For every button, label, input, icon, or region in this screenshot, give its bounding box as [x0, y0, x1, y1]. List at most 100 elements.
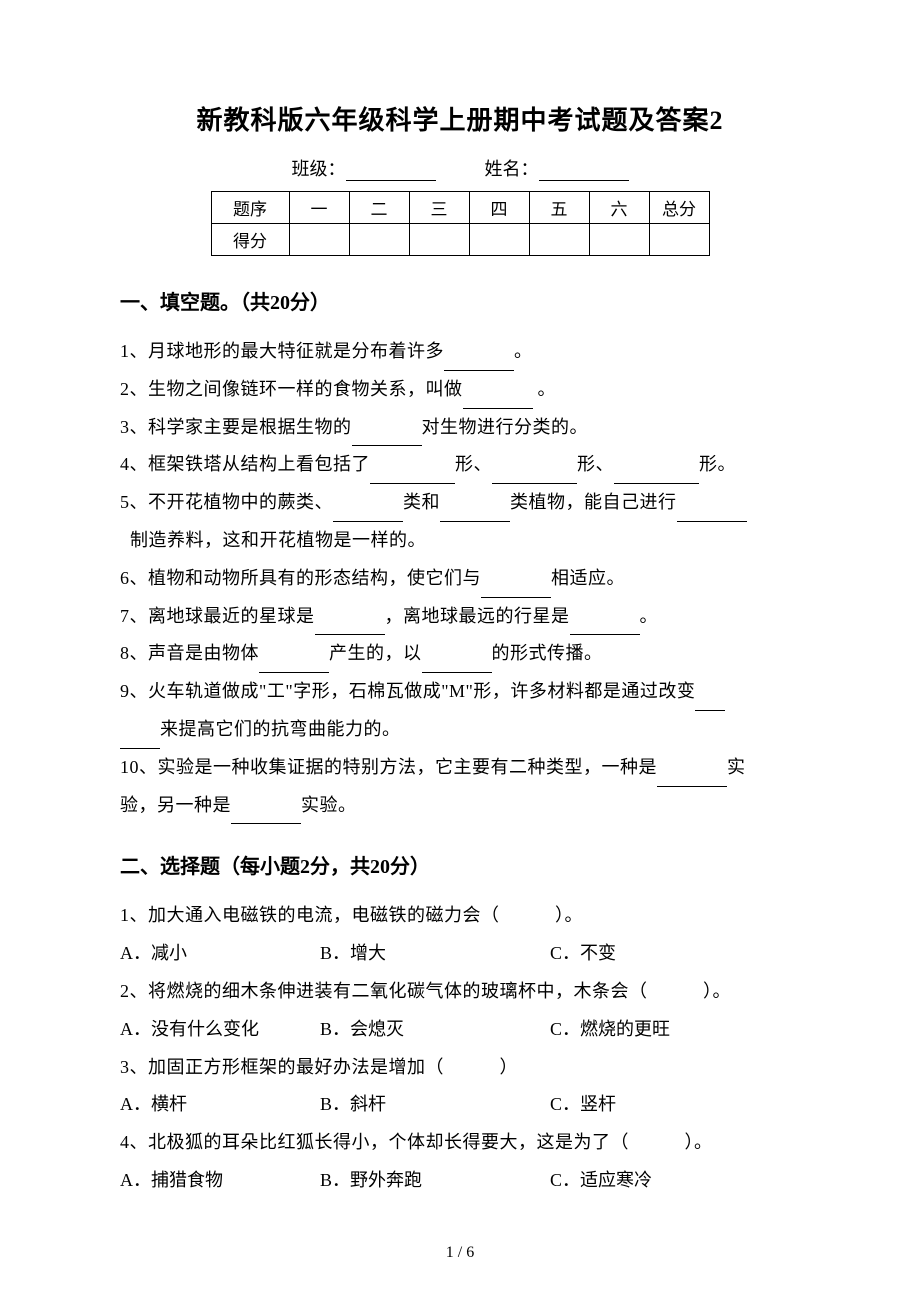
- fill-blank: [352, 428, 422, 446]
- header-cell: 五: [529, 192, 589, 224]
- s2-q2: 2、将燃烧的细木条伸进装有二氧化碳气体的玻璃杯中，木条会（ ）。: [120, 973, 800, 1011]
- q-text: 形、: [577, 454, 614, 474]
- q7: 7、离地球最近的星球是 ，离地球最远的行星是 。: [120, 598, 800, 636]
- opt-b: B．斜杆: [320, 1086, 550, 1124]
- header-cell: 六: [589, 192, 649, 224]
- q1: 1、月球地形的最大特征就是分布着许多 。: [120, 333, 800, 371]
- q2: 2、生物之间像链环一样的食物关系，叫做 。: [120, 371, 800, 409]
- q-text: 。: [514, 341, 533, 361]
- opt-a: A．减小: [120, 935, 320, 973]
- opt-c: C．不变: [550, 935, 800, 973]
- fill-blank: [492, 466, 577, 484]
- header-cell: 四: [469, 192, 529, 224]
- q-text: 的形式传播。: [492, 643, 603, 663]
- q3: 3、科学家主要是根据生物的 对生物进行分类的。: [120, 409, 800, 447]
- fill-blank: [614, 466, 699, 484]
- q-text: 。: [533, 379, 557, 399]
- cont: [120, 542, 130, 560]
- score-cell: [349, 224, 409, 256]
- q6: 6、植物和动物所具有的形态结构，使它们与 相适应。: [120, 560, 800, 598]
- score-cell: [469, 224, 529, 256]
- fill-blank: [333, 504, 403, 522]
- q-text: 10、实验是一种收集证据的特别方法，它主要有二种类型，一种是: [120, 757, 657, 777]
- class-name-row: 班级： 姓名：: [120, 155, 800, 181]
- q-text: 7、离地球最近的星球是: [120, 606, 315, 626]
- q4: 4、框架铁塔从结构上看包括了形、形、形。: [120, 446, 800, 484]
- score-label: 得分: [211, 224, 289, 256]
- s2-q2-options: A．没有什么变化 B．会熄灭 C．燃烧的更旺: [120, 1011, 800, 1049]
- s2-q1: 1、加大通入电磁铁的电流，电磁铁的磁力会（ ）。: [120, 897, 800, 935]
- q-text: 8、声音是由物体: [120, 643, 259, 663]
- q-text: 制造养料，这和开花植物是一样的。: [130, 530, 426, 550]
- header-cell: 三: [409, 192, 469, 224]
- score-cell: [589, 224, 649, 256]
- fill-blank: [370, 466, 455, 484]
- header-cell: 总分: [649, 192, 709, 224]
- table-row: 得分: [211, 224, 709, 256]
- q-text: 1、月球地形的最大特征就是分布着许多: [120, 341, 444, 361]
- fill-blank: [695, 693, 725, 711]
- fill-blank: [463, 391, 533, 409]
- q-text: 9、火车轨道做成"工"字形，石棉瓦做成"M"形，许多材料都是通过改变: [120, 681, 695, 701]
- q10: 10、实验是一种收集证据的特别方法，它主要有二种类型，一种是 实 验，另一种是 实验…: [120, 749, 800, 825]
- fill-blank: [231, 806, 301, 824]
- q-text: 6、植物和动物所具有的形态结构，使它们与: [120, 568, 481, 588]
- opt-c: C．竖杆: [550, 1086, 800, 1124]
- table-row: 题序 一 二 三 四 五 六 总分: [211, 192, 709, 224]
- s2-q4: 4、北极狐的耳朵比红狐长得小，个体却长得要大，这是为了（ ）。: [120, 1124, 800, 1162]
- q-text: 验，另一种是: [120, 795, 231, 815]
- score-cell: [649, 224, 709, 256]
- fill-blank: [440, 504, 510, 522]
- q-text: 5、不开花植物中的蕨类、: [120, 492, 333, 512]
- q5: 5、不开花植物中的蕨类、 类和 类植物，能自己进行 制造养料，这和开花植物是一样的。: [120, 484, 800, 560]
- header-cell: 题序: [211, 192, 289, 224]
- opt-b: B．野外奔跑: [320, 1162, 550, 1200]
- name-blank: [539, 163, 629, 181]
- q-text: 产生的，以: [329, 643, 422, 663]
- name-label: 姓名：: [485, 159, 539, 179]
- q-text: 2、生物之间像链环一样的食物关系，叫做: [120, 379, 463, 399]
- q-text: 对生物进行分类的。: [422, 417, 589, 437]
- header-cell: 一: [289, 192, 349, 224]
- q8: 8、声音是由物体 产生的，以 的形式传播。: [120, 635, 800, 673]
- opt-a: A．没有什么变化: [120, 1011, 320, 1049]
- opt-a: A．横杆: [120, 1086, 320, 1124]
- q-text: 实: [727, 757, 746, 777]
- q-text: 相适应。: [551, 568, 625, 588]
- q9: 9、火车轨道做成"工"字形，石棉瓦做成"M"形，许多材料都是通过改变 来提高它们…: [120, 673, 800, 749]
- q-text: 3、科学家主要是根据生物的: [120, 417, 352, 437]
- opt-b: B．会熄灭: [320, 1011, 550, 1049]
- opt-c: C．适应寒冷: [550, 1162, 800, 1200]
- class-blank: [346, 163, 436, 181]
- score-cell: [529, 224, 589, 256]
- s2-q4-options: A．捕猎食物 B．野外奔跑 C．适应寒冷: [120, 1162, 800, 1200]
- fill-blank: [481, 580, 551, 598]
- score-cell: [289, 224, 349, 256]
- opt-a: A．捕猎食物: [120, 1162, 320, 1200]
- fill-blank: [570, 617, 640, 635]
- opt-c: C．燃烧的更旺: [550, 1011, 800, 1049]
- section2-heading: 二、选择题（每小题2分，共20分）: [120, 850, 800, 879]
- fill-blank: [444, 353, 514, 371]
- fill-blank: [422, 655, 492, 673]
- q-text: ，离地球最远的行星是: [385, 606, 570, 626]
- q-text: 形、: [455, 454, 492, 474]
- header-cell: 二: [349, 192, 409, 224]
- q-text: 形。: [699, 454, 736, 474]
- score-table: 题序 一 二 三 四 五 六 总分 得分: [211, 191, 710, 256]
- section1-heading: 一、填空题。（共20分）: [120, 286, 800, 315]
- s2-q3: 3、加固正方形框架的最好办法是增加（ ）: [120, 1049, 800, 1087]
- fill-blank: [259, 655, 329, 673]
- fill-blank: [677, 504, 747, 522]
- q-text: 类植物，能自己进行: [510, 492, 677, 512]
- s2-q1-options: A．减小 B．增大 C．不变: [120, 935, 800, 973]
- score-cell: [409, 224, 469, 256]
- fill-blank: [657, 769, 727, 787]
- q-text: 。: [640, 606, 659, 626]
- opt-b: B．增大: [320, 935, 550, 973]
- page-number: 1 / 6: [0, 1244, 920, 1262]
- q-text: 实验。: [301, 795, 357, 815]
- q-text: 类和: [403, 492, 440, 512]
- fill-blank: [315, 617, 385, 635]
- s2-q3-options: A．横杆 B．斜杆 C．竖杆: [120, 1086, 800, 1124]
